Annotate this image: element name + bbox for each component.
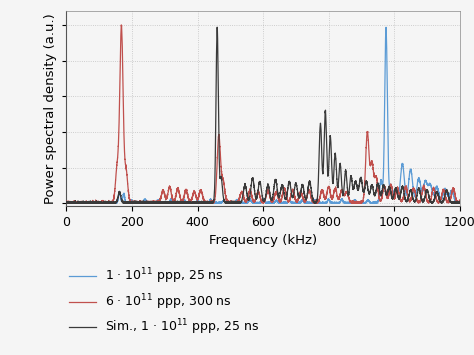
X-axis label: Frequency (kHz): Frequency (kHz)	[209, 234, 317, 247]
6 · 10$^{11}$ ppp, 300 ns	[104, 201, 110, 205]
Sim., 1 · 10$^{11}$ ppp, 25 ns	[206, 201, 211, 205]
Sim., 1 · 10$^{11}$ ppp, 25 ns	[457, 201, 463, 205]
6 · 10$^{11}$ ppp, 300 ns	[206, 200, 212, 204]
Y-axis label: Power spectral density (a.u.): Power spectral density (a.u.)	[44, 13, 56, 204]
6 · 10$^{11}$ ppp, 300 ns	[64, 200, 69, 204]
Sim., 1 · 10$^{11}$ ppp, 25 ns	[206, 201, 212, 205]
1 · 10$^{11}$ ppp, 25 ns	[296, 200, 302, 204]
1 · 10$^{11}$ ppp, 25 ns	[457, 201, 463, 205]
Line: 1 · 10$^{11}$ ppp, 25 ns: 1 · 10$^{11}$ ppp, 25 ns	[66, 27, 460, 203]
Sim., 1 · 10$^{11}$ ppp, 25 ns	[376, 186, 382, 190]
6 · 10$^{11}$ ppp, 300 ns	[376, 196, 382, 200]
6 · 10$^{11}$ ppp, 300 ns	[314, 200, 319, 204]
1 · 10$^{11}$ ppp, 25 ns	[313, 198, 319, 203]
1 · 10$^{11}$ ppp, 25 ns	[383, 25, 389, 29]
1 · 10$^{11}$ ppp, 25 ns	[376, 193, 382, 198]
1 · 10$^{11}$ ppp, 25 ns	[355, 200, 361, 204]
1 · 10$^{11}$ ppp, 25 ns	[64, 200, 69, 204]
Line: 6 · 10$^{11}$ ppp, 300 ns: 6 · 10$^{11}$ ppp, 300 ns	[66, 25, 460, 203]
Legend: 1 · 10$^{11}$ ppp, 25 ns, 6 · 10$^{11}$ ppp, 300 ns, Sim., 1 · 10$^{11}$ ppp, 25: 1 · 10$^{11}$ ppp, 25 ns, 6 · 10$^{11}$ …	[69, 267, 259, 337]
6 · 10$^{11}$ ppp, 300 ns	[296, 192, 302, 197]
Sim., 1 · 10$^{11}$ ppp, 25 ns	[83, 201, 89, 205]
6 · 10$^{11}$ ppp, 300 ns	[457, 201, 463, 205]
Line: Sim., 1 · 10$^{11}$ ppp, 25 ns: Sim., 1 · 10$^{11}$ ppp, 25 ns	[66, 27, 460, 203]
6 · 10$^{11}$ ppp, 300 ns	[356, 201, 361, 205]
Sim., 1 · 10$^{11}$ ppp, 25 ns	[214, 25, 220, 29]
Sim., 1 · 10$^{11}$ ppp, 25 ns	[64, 200, 69, 204]
Sim., 1 · 10$^{11}$ ppp, 25 ns	[356, 188, 361, 192]
6 · 10$^{11}$ ppp, 300 ns	[118, 23, 124, 27]
1 · 10$^{11}$ ppp, 25 ns	[83, 200, 89, 204]
Sim., 1 · 10$^{11}$ ppp, 25 ns	[296, 196, 302, 200]
1 · 10$^{11}$ ppp, 25 ns	[268, 201, 274, 205]
1 · 10$^{11}$ ppp, 25 ns	[206, 200, 211, 204]
Sim., 1 · 10$^{11}$ ppp, 25 ns	[314, 199, 319, 203]
6 · 10$^{11}$ ppp, 300 ns	[83, 200, 89, 204]
